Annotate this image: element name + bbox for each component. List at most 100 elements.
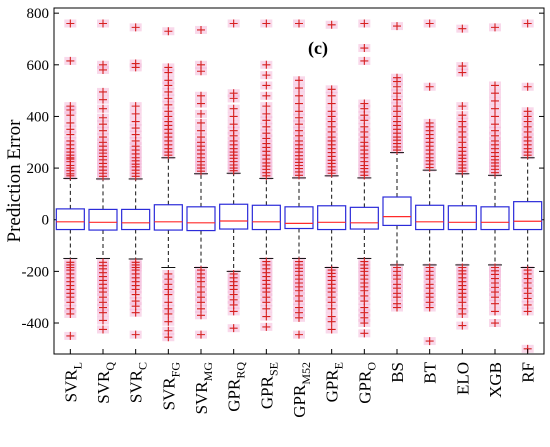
outlier-point [327,99,336,108]
x-tick-label: GPRM52 [290,362,313,418]
x-tick-label-subscript: E [332,362,346,369]
box-group [447,24,477,330]
outlier-point [197,311,205,320]
outlier-point [66,118,75,127]
x-tick-label-base: GPR [290,384,309,418]
outlier-point [229,19,238,28]
box-iqr [121,208,151,231]
outlier-point [99,87,107,96]
y-tick-label: 200 [27,161,50,177]
outlier-point [327,20,336,29]
box-group [317,20,347,334]
outlier-point [458,62,467,71]
y-tick-label: 400 [27,109,50,125]
box-iqr [317,205,347,231]
outlier-point [295,76,303,85]
box-group [186,25,216,339]
outlier-point [327,85,336,94]
x-tick-label-subscript: C [136,362,150,370]
outlier-point [66,19,75,28]
outlier-point [393,303,401,312]
outlier-point [523,107,532,116]
boxes-layer [55,19,543,353]
outlier-point [262,60,271,69]
outlier-point [262,102,271,111]
outlier-point [523,82,532,91]
box-iqr [480,206,510,231]
box-group [251,19,281,331]
outlier-point [491,89,499,98]
outlier-point [229,120,238,129]
box-group [513,19,543,353]
outlier-point [66,331,75,340]
outlier-point [131,330,140,339]
outlier-point [491,120,499,129]
x-tick-label: GPRSE [257,362,280,409]
outlier-point [360,329,369,338]
outlier-point [131,102,140,111]
outlier-point [66,102,75,111]
x-tick-label: GPRE [323,362,346,402]
outlier-point [229,89,238,98]
x-tick-label-subscript: SE [266,362,280,376]
box-group [415,19,445,346]
outlier-point [360,19,369,28]
outlier-point [131,23,140,32]
outlier-point [295,330,303,339]
box-iqr [55,208,85,231]
outlier-point [360,56,369,65]
box-group [121,23,151,339]
outlier-point [99,60,107,69]
box-iqr [88,208,118,231]
outlier-point [458,24,467,33]
outlier-point [229,324,238,333]
outlier-point [229,307,238,316]
y-axis-ticks: -400 -200 0 200 400 600 800 [22,6,544,332]
x-tick-label-base: BT [421,361,440,383]
outlier-point [327,317,336,326]
y-axis-label: Prediction Error [4,119,25,243]
box-group [88,19,118,334]
outlier-point [491,299,499,308]
box-group [349,19,379,338]
outlier-point [164,27,173,36]
outlier-point [164,333,173,342]
outlier-point [491,307,499,316]
x-tick-label-base: ELO [453,362,472,395]
outlier-point [262,19,271,28]
outlier-point [229,104,238,113]
outlier-point [66,309,75,318]
x-tick-label-base: BS [388,362,407,383]
x-tick-label-base: SVR [61,369,80,403]
outlier-point [295,19,303,28]
x-tick-label-subscript: M52 [299,362,313,385]
x-tick-label-subscript: RQ [234,362,248,379]
outlier-point [197,60,205,69]
outlier-point [523,307,532,316]
outlier-point [131,117,140,126]
box-group [55,19,85,340]
x-tick-label: SVRFG [159,362,182,411]
outlier-point [99,104,107,113]
outlier-point [262,91,271,100]
x-tick-label: SVRMG [192,362,215,415]
outlier-point [197,91,205,100]
outlier-point [99,19,107,28]
outlier-point [425,303,434,312]
outlier-point [491,319,499,328]
outlier-point [491,23,499,32]
y-tick-label: 0 [42,213,50,229]
outlier-point [262,322,271,331]
outlier-point [131,308,140,317]
x-tick-label-base: GPR [355,370,374,404]
outlier-point [393,22,401,31]
x-tick-label-base: SVR [94,370,113,404]
outlier-point [197,109,205,118]
x-tick-label-subscript: O [364,362,378,371]
x-tick-label: SVRC [127,362,150,403]
x-tick-label-base: SVR [127,369,146,403]
outlier-point [99,325,107,334]
outlier-point [327,304,336,313]
y-tick-label: 600 [27,58,50,74]
